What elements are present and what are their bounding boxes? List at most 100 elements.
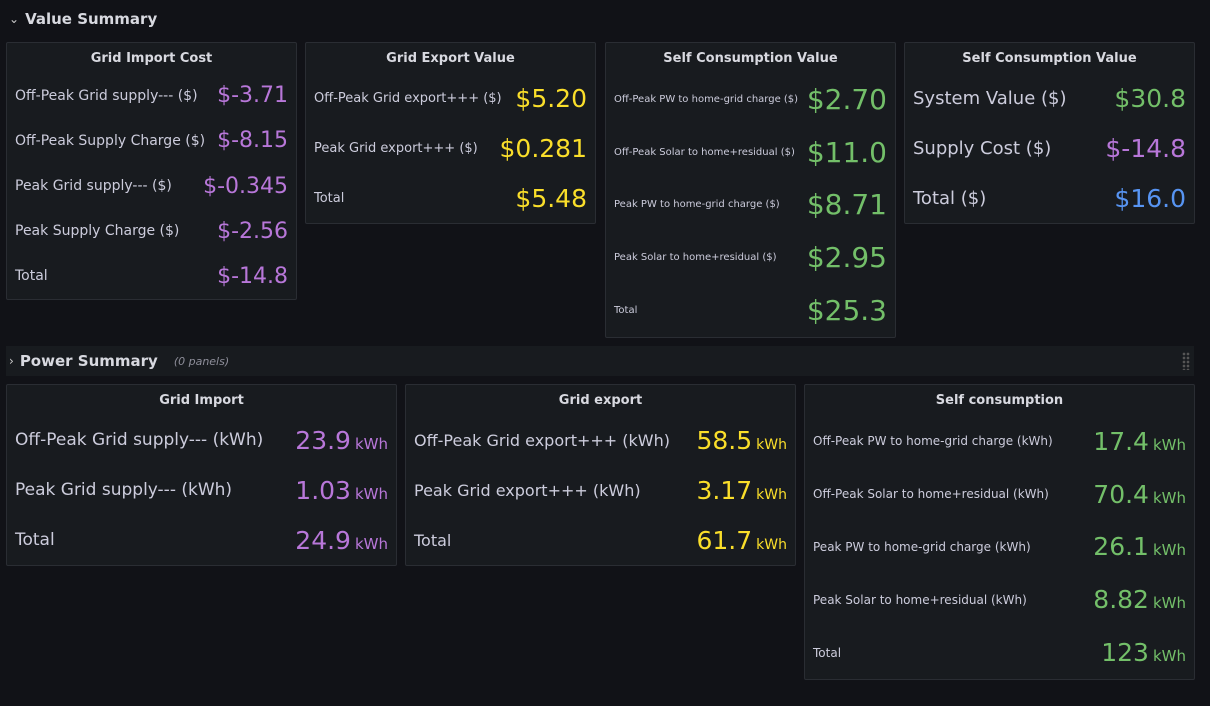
stat-list: Off-Peak PW to home-grid charge ($) $2.70… (606, 73, 895, 337)
stat-label: Peak Grid supply--- ($) (15, 178, 172, 194)
row-title: Value Summary (25, 10, 158, 28)
stat-list: Off-Peak Grid supply--- (kWh) 23.9 kWh Peak… (7, 415, 396, 565)
stat-row: Total $25.3 (614, 284, 887, 337)
stat-value-wrap: 24.9 kWh (295, 526, 388, 555)
stat-label: Total ($) (913, 187, 987, 209)
stat-value-wrap: 70.4 kWh (1093, 480, 1186, 509)
stat-label: Off-Peak Grid export+++ (kWh) (414, 430, 670, 450)
stat-row: Peak Supply Charge ($) $-2.56 (15, 209, 288, 254)
stat-unit: kWh (756, 486, 787, 503)
stat-value: 1.03 (295, 475, 351, 505)
stat-label: Supply Cost ($) (913, 137, 1052, 159)
stat-value: $5.20 (515, 83, 587, 113)
stat-value: 23.9 (295, 425, 351, 455)
stat-value-wrap: $-8.15 (217, 128, 288, 153)
stat-list: Off-Peak PW to home-grid charge (kWh) 17.… (805, 415, 1194, 679)
stat-row: System Value ($) $30.8 (913, 73, 1186, 123)
stat-list: Off-Peak Grid export+++ ($) $5.20 Peak Gri… (306, 73, 595, 223)
stat-value-wrap: 8.82 kWh (1093, 585, 1186, 614)
stat-row: Total 61.7 kWh (414, 515, 787, 565)
stat-label: Peak Grid export+++ (kWh) (414, 480, 641, 500)
stat-label: Off-Peak Supply Charge ($) (15, 132, 206, 149)
chevron[interactable]: ⌄ (9, 12, 20, 26)
stat-value: $-0.345 (203, 173, 288, 199)
stat-row: Off-Peak Grid export+++ (kWh) 58.5 kWh (414, 415, 787, 465)
stat-value-wrap: 58.5 kWh (697, 426, 788, 455)
stat-label: Peak Grid export+++ ($) (314, 140, 478, 156)
stat-value: $-2.56 (217, 218, 288, 244)
panel-title: Grid Import Cost (90, 51, 213, 66)
stat-value-wrap: $2.95 (807, 241, 887, 274)
stat-label: Total (414, 530, 452, 550)
stat-row: Peak Grid export+++ (kWh) 3.17 kWh (414, 465, 787, 515)
stat-label: Total (614, 305, 638, 317)
stat-unit: kWh (756, 436, 787, 453)
stat-row: Supply Cost ($) $-14.8 (913, 123, 1186, 173)
stat-panel: Grid Import Off-Peak Grid supply--- (kWh)… (6, 384, 397, 566)
drag-handle[interactable] (1182, 352, 1190, 370)
chevron[interactable]: › (9, 354, 14, 368)
stat-row: Total ($) $16.0 (913, 173, 1186, 223)
stat-label: Off-Peak Solar to home+residual ($) (614, 146, 795, 158)
stat-row: Total 24.9 kWh (15, 515, 388, 565)
stat-panel: Grid Import Cost Off-Peak Grid supply--- … (6, 42, 297, 300)
stat-value: $-14.8 (1105, 133, 1186, 163)
stat-list: Off-Peak Grid supply--- ($) $-3.71 Off-Pea… (7, 73, 296, 299)
stat-value-wrap: $0.281 (500, 134, 587, 163)
stat-value-wrap: 61.7 kWh (697, 526, 788, 555)
stat-row: Total $-14.8 (15, 254, 288, 299)
stat-value-wrap: $16.0 (1114, 184, 1186, 213)
stat-row: Peak PW to home-grid charge (kWh) 26.1 kWh (813, 521, 1186, 574)
stat-row: Peak Solar to home+residual ($) $2.95 (614, 231, 887, 284)
stat-label: Off-Peak PW to home-grid charge (kWh) (813, 434, 1053, 449)
stat-row: Off-Peak Grid supply--- (kWh) 23.9 kWh (15, 415, 388, 465)
stat-row: Peak Grid export+++ ($) $0.281 (314, 123, 587, 173)
stat-value-wrap: $2.70 (807, 83, 887, 116)
stat-unit: kWh (1152, 541, 1186, 560)
stat-label: Total (15, 268, 48, 285)
stat-value-wrap: 23.9 kWh (295, 426, 388, 455)
panel-title: Self Consumption Value (663, 51, 838, 66)
stat-label: Off-Peak Grid supply--- ($) (15, 87, 198, 104)
stat-value: $11.0 (806, 135, 887, 169)
stat-value: 70.4 (1093, 479, 1149, 509)
stat-row: Off-Peak Solar to home+residual (kWh) 70.… (813, 468, 1186, 521)
panel-title: Grid Export Value (386, 51, 515, 66)
stat-value-wrap: 3.17 kWh (697, 476, 788, 505)
stat-row: Peak PW to home-grid charge ($) $8.71 (614, 179, 887, 232)
stat-unit: kWh (1152, 435, 1186, 454)
panel-title: Self consumption (935, 393, 1064, 408)
stat-value: 123 (1101, 638, 1149, 668)
stat-value: $-14.8 (217, 263, 288, 289)
stat-value: 24.9 (295, 525, 351, 555)
stat-row: Off-Peak Grid supply--- ($) $-3.71 (15, 73, 288, 118)
stat-label: Off-Peak Solar to home+residual (kWh) (813, 487, 1049, 502)
stat-value-wrap: 123 kWh (1101, 638, 1186, 667)
stat-value: 8.82 (1093, 585, 1149, 615)
stat-value: 61.7 (696, 525, 753, 555)
stat-label: Peak Grid supply--- (kWh) (15, 480, 233, 500)
stat-value-wrap: $30.8 (1114, 84, 1186, 113)
stat-value-wrap: $-0.345 (203, 174, 288, 199)
stat-label: Peak PW to home-grid charge ($) (614, 199, 780, 211)
stat-panel: Self Consumption Value Off-Peak PW to hom… (605, 42, 896, 338)
stat-label: Peak Solar to home+residual (kWh) (813, 592, 1027, 607)
stat-row: Peak Grid supply--- ($) $-0.345 (15, 163, 288, 208)
row-note: (0 panels) (173, 354, 230, 368)
stat-value-wrap: 26.1 kWh (1093, 532, 1186, 561)
stat-value: $16.0 (1114, 183, 1186, 213)
stat-value: 3.17 (696, 475, 753, 505)
panel-title: Self Consumption Value (962, 51, 1137, 66)
stat-row: Off-Peak Grid export+++ ($) $5.20 (314, 73, 587, 123)
stat-label: System Value ($) (913, 87, 1067, 109)
stat-value: $30.8 (1114, 83, 1186, 113)
stat-value: $5.48 (515, 183, 587, 213)
row-header[interactable]: › Power Summary (0 panels) (6, 346, 1194, 376)
stat-panel: Self consumption Off-Peak PW to home-grid… (804, 384, 1195, 680)
stat-value: $-8.15 (217, 128, 288, 154)
stat-value: 17.4 (1093, 426, 1149, 456)
stat-unit: kWh (354, 434, 388, 453)
row-header[interactable]: ⌄ Value Summary (6, 4, 1194, 34)
stat-unit: kWh (354, 534, 388, 553)
stat-unit: kWh (756, 536, 787, 553)
